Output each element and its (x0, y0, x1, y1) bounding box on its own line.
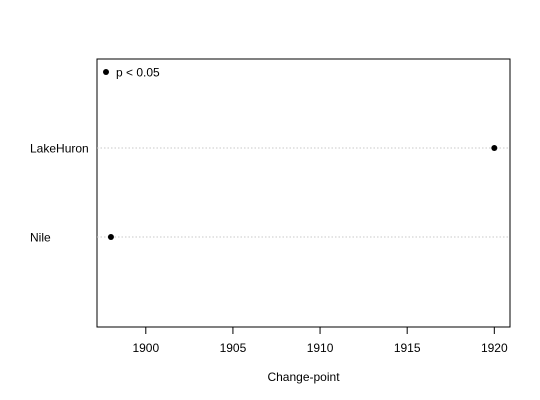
grid-lines (97, 147, 510, 238)
x-tick-label-1900: 1900 (132, 341, 159, 355)
legend-label: p < 0.05 (116, 66, 160, 80)
data-points (107, 145, 498, 240)
x-tick-label-1915: 1915 (394, 341, 421, 355)
category-label-nile: Nile (30, 231, 51, 245)
category-labels: LakeHuron Nile (30, 142, 89, 245)
x-tick-label-1920: 1920 (481, 341, 508, 355)
x-tick-label-1905: 1905 (220, 341, 247, 355)
point-lakehuron (491, 145, 498, 151)
point-nile (107, 234, 114, 240)
x-axis-title: Change-point (267, 370, 340, 384)
plot-frame (96, 58, 511, 328)
x-axis: 1900 1905 1910 1915 1920 (132, 327, 508, 355)
x-tick-label-1910: 1910 (307, 341, 334, 355)
category-label-lakehuron: LakeHuron (30, 142, 89, 156)
legend-marker (103, 69, 109, 75)
legend: p < 0.05 (103, 66, 160, 80)
